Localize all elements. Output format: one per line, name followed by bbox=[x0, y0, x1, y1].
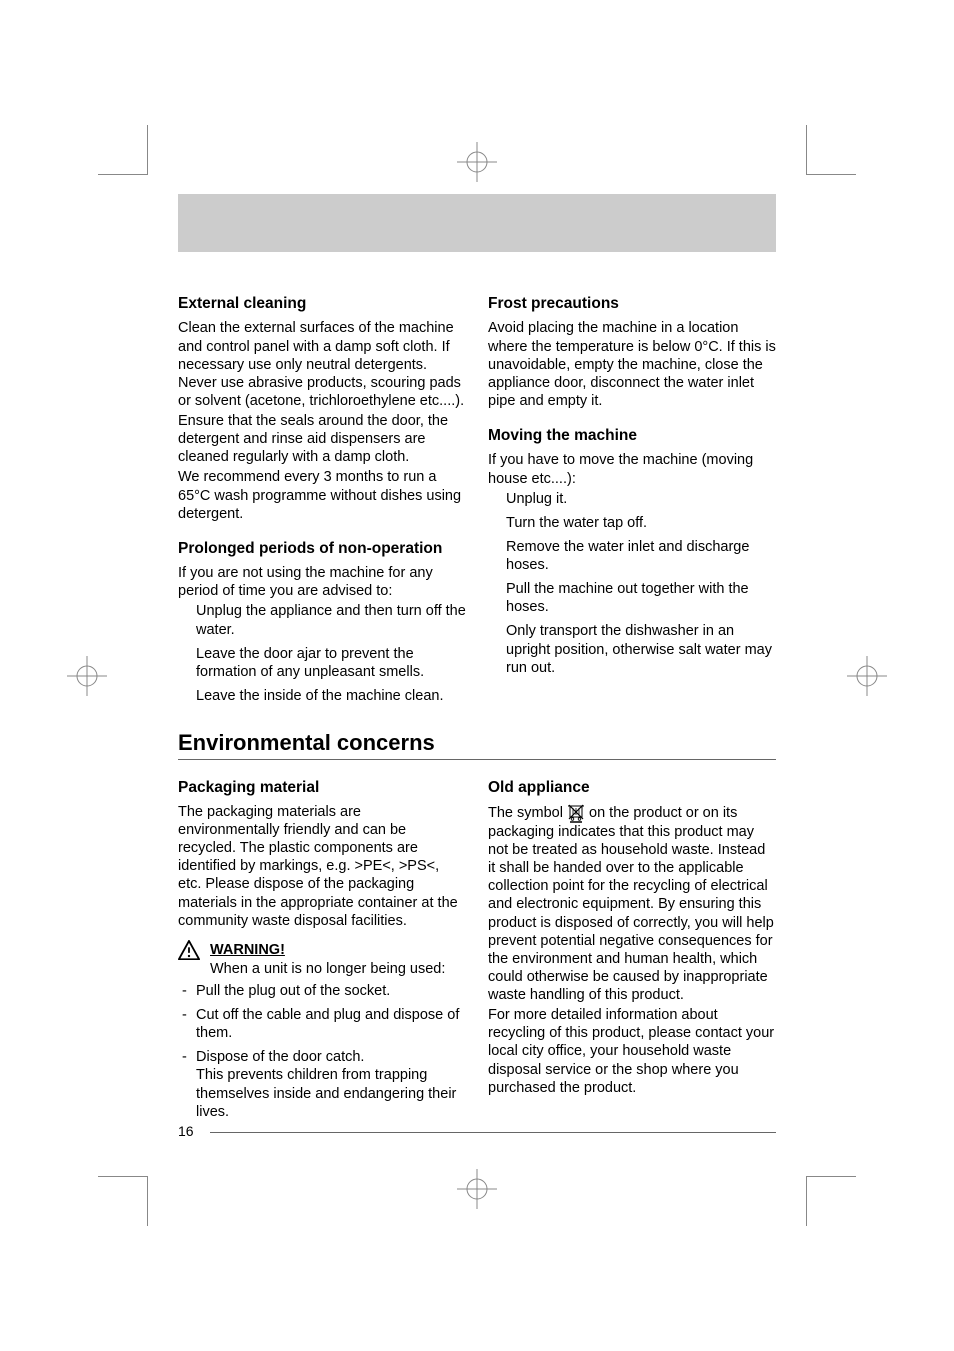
column-left-env: Packaging material The packaging materia… bbox=[178, 764, 466, 1127]
header-bar bbox=[178, 194, 776, 252]
body-text: When a unit is no longer being used: bbox=[178, 960, 466, 978]
body-text: Clean the external surfaces of the machi… bbox=[178, 319, 466, 410]
list-item: Dispose of the door catch. This prevents… bbox=[196, 1048, 466, 1121]
heading-moving-machine: Moving the machine bbox=[488, 426, 776, 445]
crop-mark-bottom-right bbox=[806, 1176, 856, 1226]
heading-frost-precautions: Frost precautions bbox=[488, 294, 776, 313]
heading-prolonged-non-operation: Prolonged periods of non-operation bbox=[178, 539, 466, 558]
body-text: For more detailed information about recy… bbox=[488, 1006, 776, 1097]
registration-mark-left bbox=[67, 656, 107, 696]
column-left-top: External cleaning Clean the external sur… bbox=[178, 280, 466, 711]
page-content: External cleaning Clean the external sur… bbox=[178, 280, 776, 1127]
list-item: Cut off the cable and plug and dispose o… bbox=[196, 1006, 466, 1042]
list-item: Only transport the dishwasher in an upri… bbox=[506, 622, 776, 676]
body-text: If you have to move the machine (moving … bbox=[488, 451, 776, 487]
body-text: The symbol on the product or on its pack… bbox=[488, 803, 776, 1004]
heading-old-appliance: Old appliance bbox=[488, 778, 776, 797]
text-fragment: on the product or on its packaging indic… bbox=[488, 805, 774, 1003]
column-right-env: Old appliance The symbol on the product … bbox=[488, 764, 776, 1127]
list-item: Pull the machine out together with the h… bbox=[506, 580, 776, 616]
warning-triangle-icon bbox=[178, 940, 200, 960]
registration-mark-bottom bbox=[457, 1169, 497, 1209]
page-number: 16 bbox=[178, 1123, 194, 1139]
list-warning: Pull the plug out of the socket. Cut off… bbox=[178, 982, 466, 1127]
heading-environmental-concerns: Environmental concerns bbox=[178, 729, 776, 760]
heading-packaging-material: Packaging material bbox=[178, 778, 466, 797]
warning-block: WARNING! bbox=[178, 940, 466, 960]
column-right-top: Frost precautions Avoid placing the mach… bbox=[488, 280, 776, 711]
body-text: We recommend every 3 months to run a 65°… bbox=[178, 468, 466, 522]
body-text: The packaging materials are environmenta… bbox=[178, 803, 466, 930]
list-item: Leave the door ajar to prevent the forma… bbox=[196, 645, 466, 681]
body-text: Ensure that the seals around the door, t… bbox=[178, 412, 466, 466]
list-item: Leave the inside of the machine clean. bbox=[196, 687, 466, 705]
page-footer-rule bbox=[210, 1132, 776, 1133]
list-non-operation: Unplug the appliance and then turn off t… bbox=[178, 602, 466, 711]
list-item: Turn the water tap off. bbox=[506, 514, 776, 532]
text-fragment: The symbol bbox=[488, 805, 563, 821]
list-moving: Unplug it. Turn the water tap off. Remov… bbox=[488, 490, 776, 683]
body-text: Avoid placing the machine in a location … bbox=[488, 319, 776, 410]
list-item: Unplug it. bbox=[506, 490, 776, 508]
registration-mark-top bbox=[457, 142, 497, 182]
weee-bin-icon bbox=[567, 803, 585, 823]
crop-mark-top-left bbox=[98, 125, 148, 175]
crop-mark-bottom-left bbox=[98, 1176, 148, 1226]
list-item: Unplug the appliance and then turn off t… bbox=[196, 602, 466, 638]
warning-label: WARNING! bbox=[210, 941, 285, 959]
crop-mark-top-right bbox=[806, 125, 856, 175]
heading-external-cleaning: External cleaning bbox=[178, 294, 466, 313]
body-text: If you are not using the machine for any… bbox=[178, 564, 466, 600]
list-item: Pull the plug out of the socket. bbox=[196, 982, 466, 1000]
registration-mark-right bbox=[847, 656, 887, 696]
list-item: Remove the water inlet and discharge hos… bbox=[506, 538, 776, 574]
